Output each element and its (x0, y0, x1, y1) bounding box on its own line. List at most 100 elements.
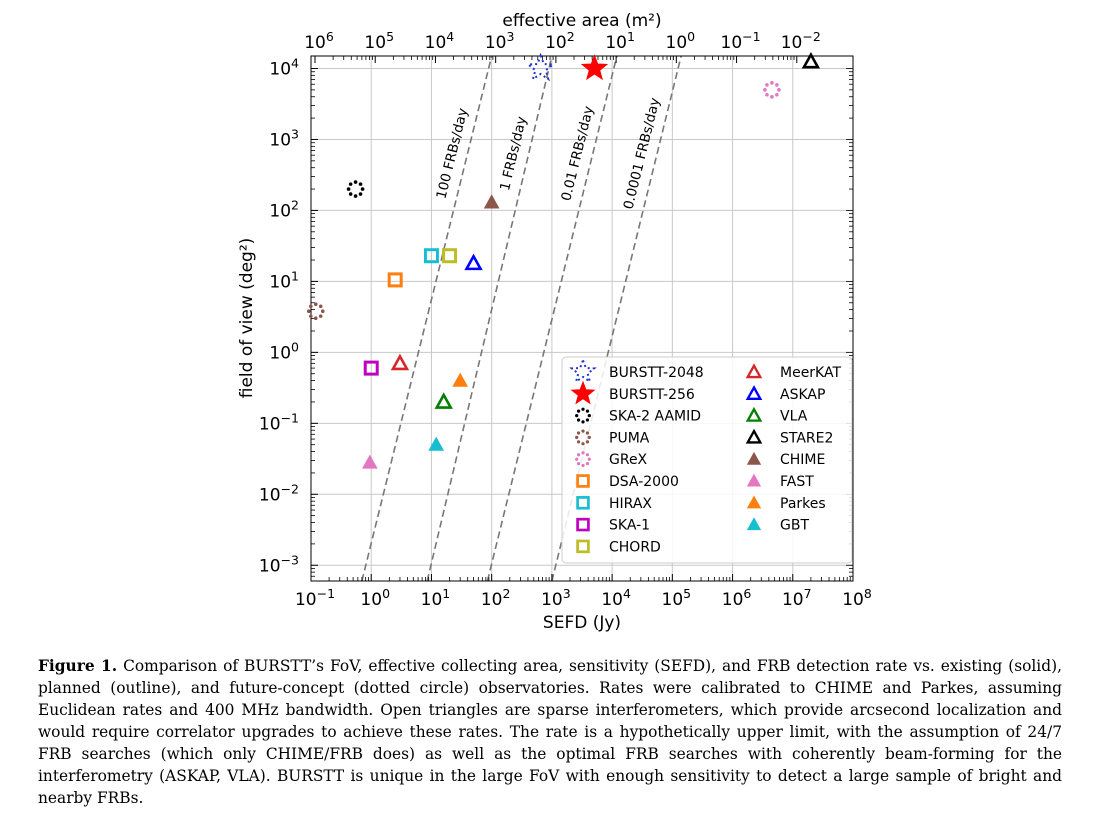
marker-dot (770, 95, 774, 99)
marker-fast (746, 473, 762, 487)
marker-dot (585, 431, 590, 435)
marker-dot (576, 409, 581, 413)
marker-puma (306, 302, 325, 321)
top-tick-label: 102 (545, 29, 575, 53)
marker-dot (581, 407, 585, 411)
marker-burstt-2048 (525, 52, 556, 82)
legend-label: ASKAP (780, 387, 825, 403)
legend-label: BURSTT-2048 (609, 365, 704, 381)
top-tick-label: 100 (666, 29, 696, 53)
legend-label: BURSTT-256 (609, 387, 695, 403)
legend-label: DSA-2000 (609, 474, 679, 490)
marker-ska-1 (576, 517, 590, 532)
marker-ska-2-aamid (575, 407, 591, 424)
y-tick-label: 10−3 (259, 552, 299, 576)
rate-line-label: 1 FRBs/day (497, 115, 530, 192)
marker-vla (434, 392, 453, 409)
marker-dot (575, 457, 579, 461)
y-tick-label: 101 (269, 268, 299, 292)
marker-chime (746, 451, 762, 465)
marker-dot (587, 457, 591, 461)
marker-grex (575, 451, 591, 468)
marker-grex (763, 81, 781, 99)
marker-hirax (423, 248, 439, 264)
marker-dsa-2000 (387, 272, 403, 288)
marker-dot (775, 93, 779, 97)
marker-dot (581, 463, 585, 468)
marker-dot (306, 309, 311, 314)
caption-text: Comparison of BURSTT’s FoV, effective co… (38, 657, 1062, 807)
rate-line-label: 0.01 FRBs/day (558, 104, 597, 202)
marker-dot (358, 182, 363, 186)
marker-puma (575, 429, 591, 446)
plot-frame (310, 55, 854, 582)
marker-dot (765, 83, 769, 87)
x-tick-label: 101 (421, 586, 451, 610)
rate-line-label: 100 FRBs/day (434, 107, 472, 201)
marker-dot (585, 453, 590, 457)
marker-dot (587, 435, 591, 440)
marker-dot (360, 187, 365, 191)
marker-dot (581, 442, 585, 446)
top-tick-label: 10−1 (721, 29, 761, 53)
marker-dot (777, 88, 781, 92)
marker-dot (318, 304, 323, 309)
y-tick-label: 100 (269, 339, 299, 363)
marker-dot (575, 413, 579, 418)
marker-dot (575, 435, 579, 440)
legend-label: GReX (609, 452, 648, 468)
marker-dot (348, 182, 353, 186)
marker-burstt-2048 (569, 357, 597, 384)
rate-line (486, 56, 618, 581)
marker-askap (745, 385, 763, 401)
legend-label: HIRAX (609, 496, 652, 512)
legend-label: CHIME (780, 452, 825, 468)
marker-chord (576, 539, 590, 554)
marker-meerkat (390, 353, 410, 371)
marker-chord (442, 248, 458, 264)
marker-dot (585, 409, 590, 413)
marker-dot (348, 192, 353, 196)
marker-stare2 (801, 51, 821, 69)
marker-dot (346, 187, 351, 191)
marker-dot (585, 440, 590, 444)
marker-dot (320, 309, 325, 314)
x-axis-label: SEFD (Jy) (543, 613, 621, 633)
marker-dot (309, 314, 313, 318)
legend-label: CHORD (609, 539, 661, 555)
x-tick-label: 102 (481, 586, 511, 610)
marker-parkes (746, 495, 762, 509)
marker-burstt-256 (570, 380, 596, 405)
marker-dot (309, 304, 313, 309)
marker-burstt-256 (580, 54, 609, 81)
top-tick-label: 106 (304, 29, 334, 53)
marker-dot (576, 431, 581, 435)
y-tick-label: 102 (269, 197, 299, 221)
marker-dot (770, 81, 774, 85)
frb-comparison-chart: 100 FRBs/day 1 FRBs/day 0.01 FRBs/day 0.000… (237, 11, 872, 633)
marker-gbt (746, 517, 762, 531)
x-tick-label: 100 (360, 586, 390, 610)
marker-dsa-2000 (576, 474, 590, 488)
legend-label: Parkes (780, 496, 826, 512)
y-tick-label: 104 (269, 55, 299, 79)
y-tick-label: 10−2 (259, 481, 299, 505)
marker-dot (581, 420, 585, 424)
marker-ska-1 (363, 360, 379, 376)
legend-box (561, 356, 853, 564)
x-tick-label: 106 (722, 586, 752, 610)
marker-dot (576, 453, 581, 457)
legend-label: MeerKAT (780, 365, 841, 381)
top-tick-label: 101 (605, 29, 635, 53)
marker-dot (585, 462, 590, 466)
marker-hirax (576, 496, 590, 510)
legend-label: PUMA (609, 430, 650, 446)
marker-dot (581, 451, 585, 455)
legend-label: SKA-2 AAMID (609, 409, 701, 425)
y-tick-label: 103 (269, 126, 299, 150)
x-tick-label: 10−1 (295, 586, 335, 610)
top-tick-label: 103 (485, 29, 515, 53)
x-tick-label: 105 (662, 586, 692, 610)
marker-dot (358, 192, 363, 196)
rate-line (361, 56, 493, 581)
